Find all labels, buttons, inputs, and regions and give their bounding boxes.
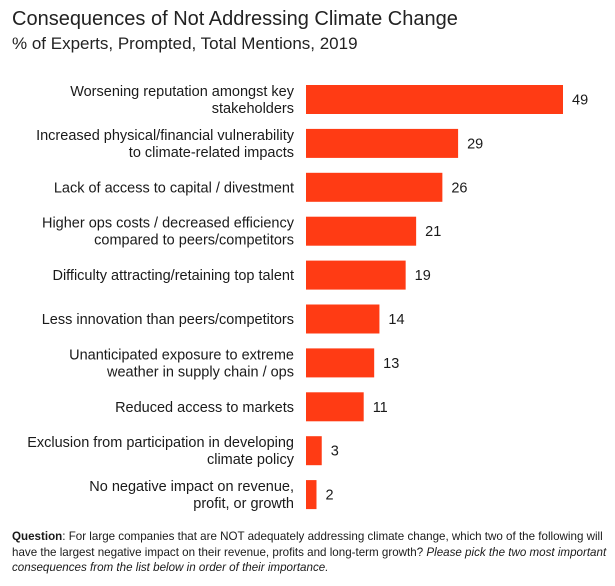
bar-9	[306, 436, 322, 466]
bar-8	[306, 392, 364, 422]
category-label-4: Higher ops costs / decreased efficiency c…	[42, 216, 295, 249]
bar-3	[306, 172, 443, 202]
category-label-2: Increased physical/financial vulnerabili…	[36, 128, 295, 161]
category-label-3: Lack of access to capital / divestment	[54, 180, 294, 196]
question-instruction: Please pick the two most important conse…	[12, 545, 607, 575]
question-text: : For large companies that are NOT adequ…	[12, 530, 603, 559]
bar-5	[306, 260, 406, 290]
value-label-9: 3	[331, 444, 339, 460]
bar-7	[306, 348, 375, 378]
bar-2	[306, 128, 459, 158]
value-label-6: 14	[388, 312, 404, 328]
value-label-8: 11	[373, 400, 388, 416]
value-label-1: 49	[572, 93, 588, 109]
bar-4	[306, 216, 417, 246]
bar-1	[306, 85, 563, 114]
category-label-8: Reduced access to markets	[115, 400, 294, 416]
question-label: Question	[12, 530, 63, 543]
bar-10	[306, 480, 317, 510]
category-label-9: Exclusion from participation in developi…	[27, 435, 295, 468]
category-label-5: Difficulty attracting/retaining top tale…	[52, 268, 294, 284]
question-footnote: Question: For large companies that are N…	[12, 529, 608, 576]
category-label-1: Worsening reputation amongst key stakehol…	[70, 84, 295, 117]
category-label-10: No negative impact on revenue, profit, or…	[89, 479, 294, 512]
chart-subtitle: % of Experts, Prompted, Total Mentions, …	[12, 34, 358, 53]
value-label-5: 19	[415, 268, 431, 284]
value-label-7: 13	[383, 356, 399, 372]
value-label-2: 29	[467, 136, 483, 152]
category-label-7: Unanticipated exposure to extreme weather…	[69, 347, 294, 380]
bar-6	[306, 304, 380, 334]
chart-title: Consequences of Not Addressing Climate C…	[12, 8, 458, 30]
value-label-10: 2	[325, 488, 333, 504]
category-label-6: Less innovation than peers/competitors	[42, 312, 294, 328]
value-label-3: 26	[451, 180, 467, 196]
value-label-4: 21	[425, 224, 441, 240]
